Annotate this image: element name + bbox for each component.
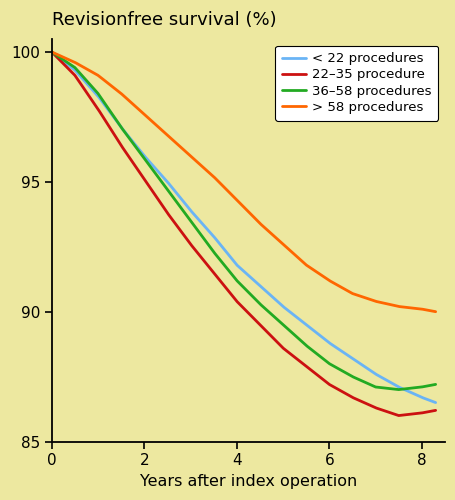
Line: < 22 procedures: < 22 procedures — [52, 52, 435, 403]
> 58 procedures — [233, 196, 238, 202]
Legend: < 22 procedures, 22–35 procedure, 36–58 procedures, > 58 procedures: < 22 procedures, 22–35 procedure, 36–58 … — [275, 46, 437, 120]
< 22 procedures — [423, 396, 428, 402]
> 58 procedures — [49, 49, 55, 55]
> 58 procedures — [363, 295, 369, 301]
< 22 procedures — [277, 301, 283, 307]
Line: 22–35 procedure: 22–35 procedure — [52, 52, 435, 416]
22–35 procedure — [432, 408, 437, 414]
36–58 procedures — [424, 383, 429, 389]
36–58 procedures — [231, 274, 236, 280]
22–35 procedure — [363, 400, 369, 406]
> 58 procedures — [277, 238, 283, 244]
> 58 procedures — [231, 194, 236, 200]
36–58 procedures — [363, 380, 369, 386]
< 22 procedures — [432, 400, 437, 406]
36–58 procedures — [49, 49, 55, 55]
< 22 procedures — [233, 262, 238, 268]
Text: Revisionfree survival (%): Revisionfree survival (%) — [52, 11, 276, 29]
> 58 procedures — [423, 307, 428, 313]
Line: 36–58 procedures: 36–58 procedures — [52, 52, 435, 390]
36–58 procedures — [395, 386, 400, 392]
22–35 procedure — [233, 298, 238, 304]
> 58 procedures — [432, 308, 437, 314]
22–35 procedure — [256, 321, 262, 327]
22–35 procedure — [424, 409, 429, 415]
22–35 procedure — [49, 49, 55, 55]
36–58 procedures — [256, 300, 262, 306]
22–35 procedure — [395, 412, 400, 418]
36–58 procedures — [432, 382, 437, 388]
< 22 procedures — [363, 365, 369, 371]
< 22 procedures — [256, 282, 262, 288]
22–35 procedure — [277, 342, 283, 348]
> 58 procedures — [256, 220, 262, 226]
< 22 procedures — [49, 49, 55, 55]
36–58 procedures — [277, 319, 283, 325]
X-axis label: Years after index operation: Years after index operation — [139, 474, 356, 489]
22–35 procedure — [231, 295, 236, 301]
Line: > 58 procedures: > 58 procedures — [52, 52, 435, 312]
36–58 procedures — [233, 277, 238, 283]
< 22 procedures — [231, 258, 236, 264]
